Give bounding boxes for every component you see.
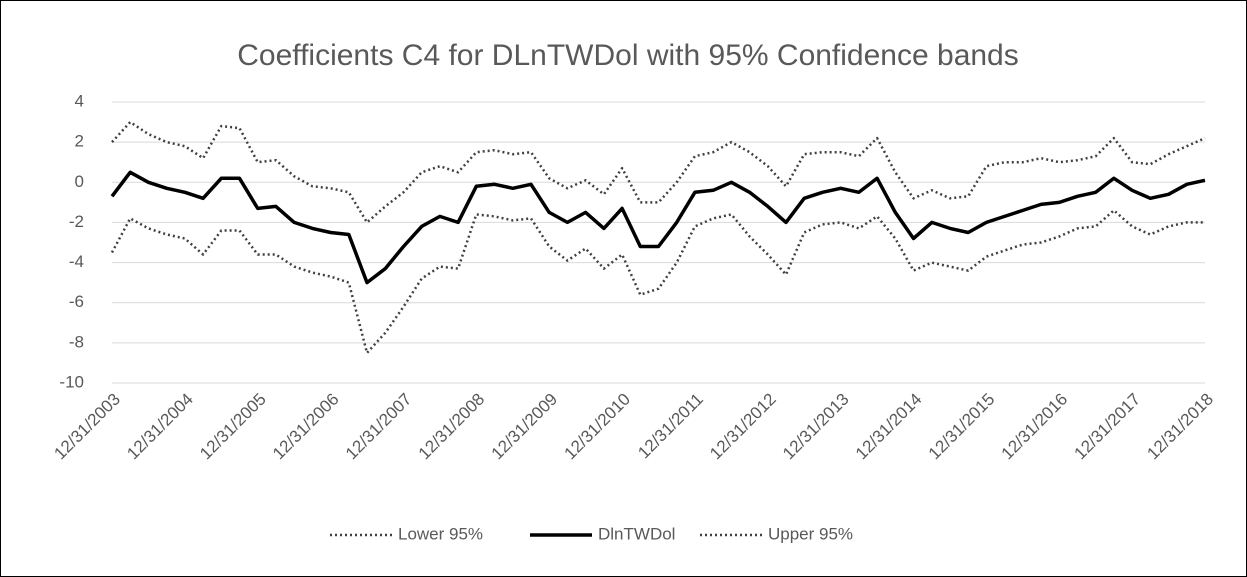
legend-label: DlnTWDol <box>598 524 675 543</box>
y-tick-label: 0 <box>75 172 84 191</box>
chart-title: Coefficients C4 for DLnTWDol with 95% Co… <box>237 39 1019 72</box>
series-line <box>110 209 1205 355</box>
legend-label: Upper 95% <box>768 524 853 543</box>
series-line <box>110 170 1206 285</box>
y-tick-label: -6 <box>69 292 84 311</box>
series-line <box>111 120 1206 224</box>
y-tick-label: 2 <box>75 132 84 151</box>
y-tick-label: -4 <box>69 252 84 271</box>
y-tick-label: -2 <box>69 212 84 231</box>
legend-label: Lower 95% <box>398 524 483 543</box>
y-tick-label: -8 <box>69 332 84 351</box>
y-tick-label: -10 <box>59 372 84 391</box>
y-tick-label: 4 <box>75 91 84 110</box>
